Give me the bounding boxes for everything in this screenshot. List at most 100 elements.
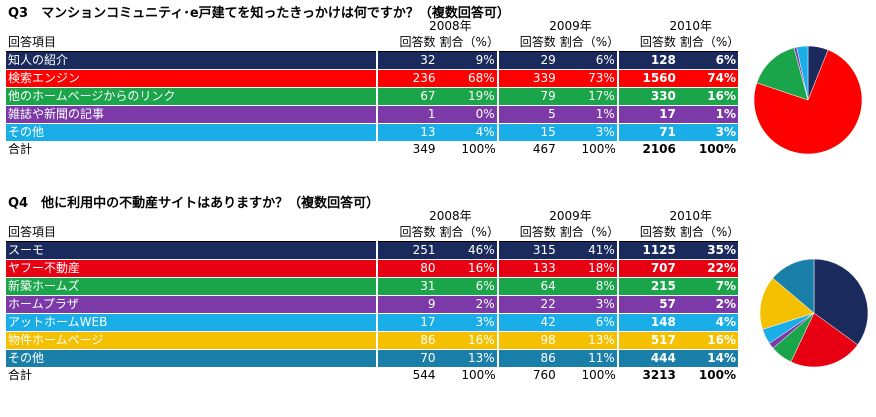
cell-p2009: 8% (557, 277, 618, 296)
table-row: 他のホームページからのリンク 67 19% 79 17% 330 16% (6, 87, 738, 106)
q4-year-2009: 2009年 (549, 209, 592, 223)
q3-header-count-2010: 回答数 (617, 34, 678, 52)
cell-v2010: 71 (616, 123, 678, 141)
row-label: アットホームWEB (6, 313, 378, 332)
cell-v2010: 215 (616, 277, 678, 296)
cell-p2010: 7% (677, 277, 738, 296)
row-label: ヤフー不動産 (6, 259, 378, 278)
cell-p2008: 0% (437, 105, 498, 124)
pie-slice (756, 47, 809, 101)
table-row: 新築ホームズ 31 6% 64 8% 215 7% (6, 277, 738, 296)
cell-v2009: 42 (496, 313, 558, 332)
q3-year-2010: 2010年 (669, 19, 712, 33)
cell-v2008: 1 (376, 105, 438, 124)
q4-header-count-2010: 回答数 (617, 224, 678, 242)
cell-p2010: 2% (677, 295, 738, 314)
total-p2009: 100% (581, 142, 616, 156)
table-row: ヤフー不動産 80 16% 133 18% 707 22% (6, 259, 738, 278)
total-label: 合計 (8, 142, 33, 156)
q3-pie-chart (753, 45, 863, 155)
cell-p2010: 14% (677, 349, 738, 367)
cell-p2009: 41% (557, 241, 618, 260)
total-p2008: 100% (461, 142, 496, 156)
pie-slice (796, 45, 809, 101)
total-v2010: 2106 (642, 142, 676, 156)
cell-v2008: 80 (376, 259, 438, 278)
cell-v2009: 79 (496, 87, 558, 106)
cell-v2009: 64 (496, 277, 558, 296)
cell-v2008: 17 (376, 313, 438, 332)
cell-p2010: 6% (677, 51, 738, 70)
q3-year-2008: 2008年 (429, 19, 472, 33)
pie-slice (813, 258, 869, 346)
row-label: 知人の紹介 (6, 51, 378, 70)
q4-header-pct-2010: 割合（%） (677, 224, 738, 242)
cell-p2009: 18% (557, 259, 618, 278)
total-p2008: 100% (461, 368, 496, 382)
cell-v2009: 339 (496, 69, 558, 88)
cell-v2010: 148 (616, 313, 678, 332)
cell-v2008: 13 (376, 123, 438, 141)
q3-header-item: 回答項目 (6, 34, 378, 52)
q3-header-count-2008: 回答数 (377, 34, 438, 52)
cell-v2010: 330 (616, 87, 678, 106)
cell-p2008: 3% (437, 313, 498, 332)
pie-slice (772, 258, 815, 314)
row-label: 他のホームページからのリンク (6, 87, 378, 106)
cell-p2008: 16% (437, 331, 498, 350)
cell-v2008: 67 (376, 87, 438, 106)
cell-p2009: 13% (557, 331, 618, 350)
q3-table: 2008年 2009年 2010年 回答項目 回答数 割合（%） 回答数 割合（… (6, 18, 738, 158)
q3-header-pct-2008: 割合（%） (437, 34, 498, 52)
q4-header-count-2008: 回答数 (377, 224, 438, 242)
cell-p2009: 17% (557, 87, 618, 106)
pie-slice (759, 277, 815, 330)
cell-p2010: 16% (677, 87, 738, 106)
cell-p2010: 74% (677, 69, 738, 88)
cell-p2009: 6% (557, 51, 618, 70)
q3-year-2009: 2009年 (549, 19, 592, 33)
cell-p2010: 3% (677, 123, 738, 141)
q3-title: Q3 マンションコミュニティ･e戸建てを知ったきっかけは何ですか？（複数回答可） (8, 6, 510, 21)
q4-table: 2008年 2009年 2010年 回答項目 回答数 割合（%） 回答数 割合（… (6, 208, 738, 384)
q3-header-pct-2009: 割合（%） (557, 34, 618, 52)
table-row: その他 13 4% 15 3% 71 3% (6, 123, 738, 141)
q4-title: Q4 他に利用中の不動産サイトはありますか？（複数回答可） (8, 196, 380, 211)
row-label: ホームプラザ (6, 295, 378, 314)
total-v2009: 760 (532, 368, 556, 382)
cell-v2008: 236 (376, 69, 438, 88)
total-p2010: 100% (698, 142, 736, 156)
cell-p2008: 9% (437, 51, 498, 70)
cell-p2008: 13% (437, 349, 498, 367)
total-p2009: 100% (581, 368, 616, 382)
total-v2008: 349 (412, 142, 436, 156)
row-label: 物件ホームページ (6, 331, 378, 350)
pie-slice (753, 49, 863, 155)
cell-p2008: 2% (437, 295, 498, 314)
cell-v2010: 128 (616, 51, 678, 70)
cell-v2009: 15 (496, 123, 558, 141)
cell-v2010: 517 (616, 331, 678, 350)
q4-year-2008: 2008年 (429, 209, 472, 223)
cell-p2008: 46% (437, 241, 498, 260)
q4-header-pct-2008: 割合（%） (437, 224, 498, 242)
q3-year-spacer (6, 18, 377, 34)
table-row: 物件ホームページ 86 16% 98 13% 517 16% (6, 331, 738, 350)
q4-header-item: 回答項目 (6, 224, 378, 242)
q3-header-count-2009: 回答数 (497, 34, 558, 52)
cell-v2009: 22 (496, 295, 558, 314)
cell-p2008: 68% (437, 69, 498, 88)
total-label: 合計 (8, 368, 33, 382)
row-label: その他 (6, 123, 378, 141)
cell-v2009: 98 (496, 331, 558, 350)
total-v2009: 467 (532, 142, 556, 156)
total-p2010: 100% (698, 368, 736, 382)
q4-year-2010: 2010年 (669, 209, 712, 223)
cell-v2009: 5 (496, 105, 558, 124)
cell-v2008: 32 (376, 51, 438, 70)
cell-p2009: 73% (557, 69, 618, 88)
cell-v2009: 133 (496, 259, 558, 278)
cell-p2008: 16% (437, 259, 498, 278)
cell-v2008: 70 (376, 349, 438, 367)
cell-p2010: 16% (677, 331, 738, 350)
